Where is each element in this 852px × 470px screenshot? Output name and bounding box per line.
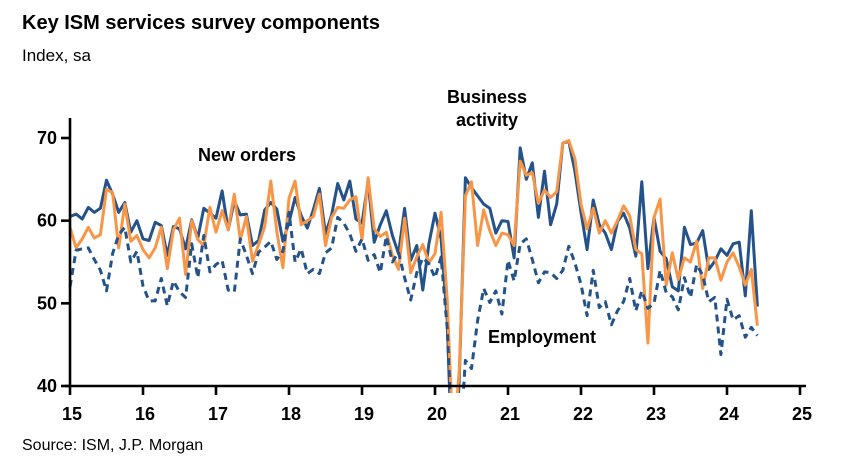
series-label-new-orders: New orders <box>198 145 297 165</box>
x-tick-label: 16 <box>135 404 155 424</box>
x-tick-label: 20 <box>427 404 447 424</box>
employment-line <box>68 210 759 393</box>
series-label-employment: Employment <box>488 327 597 347</box>
y-tick-label: 60 <box>37 211 57 231</box>
x-tick-label: 23 <box>646 404 666 424</box>
source-note: Source: ISM, J.P. Morgan <box>22 437 204 454</box>
y-tick-label: 70 <box>37 128 57 148</box>
page-title: Key ISM services survey components <box>22 12 380 34</box>
y-tick-label: 40 <box>37 376 57 396</box>
x-tick-label: 15 <box>62 404 82 424</box>
axes: 40 50 60 70 15 16 17 18 19 20 21 22 23 24 25 <box>37 118 812 424</box>
y-axis-unit-label: Index, sa <box>22 46 91 65</box>
series-label-business-activity: Business activity <box>446 87 528 131</box>
x-tick-label: 24 <box>719 404 739 424</box>
x-tick-label: 19 <box>354 404 374 424</box>
new-orders-line <box>68 139 759 393</box>
y-tick-label: 50 <box>37 293 57 313</box>
x-tick-label: 22 <box>573 404 593 424</box>
business-activity-line <box>69 139 759 393</box>
x-tick-label: 21 <box>500 404 520 424</box>
x-tick-label: 18 <box>281 404 301 424</box>
series-lines <box>68 139 759 393</box>
x-tick-label: 25 <box>792 404 812 424</box>
x-tick-label: 17 <box>208 404 228 424</box>
